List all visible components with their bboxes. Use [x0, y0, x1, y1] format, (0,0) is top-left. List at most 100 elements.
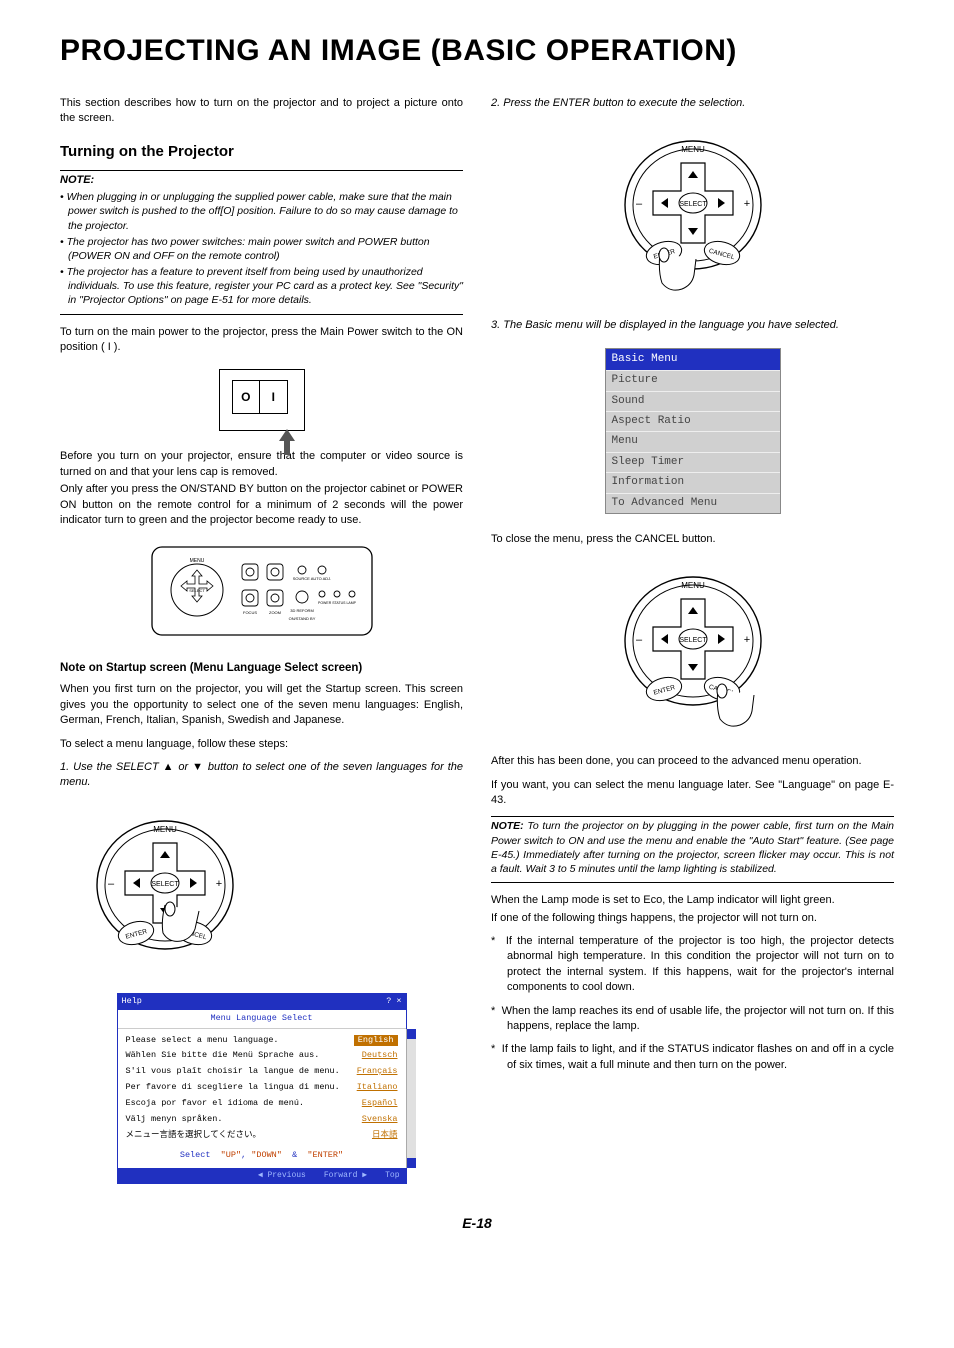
panel-svg: MENU SELECT FOCUS ZOOM SOURCE AUTO ADJ. … — [147, 542, 377, 642]
svg-text:SOURCE AUTO ADJ.: SOURCE AUTO ADJ. — [292, 576, 331, 581]
svg-text:FOCUS: FOCUS — [243, 610, 257, 615]
switch-on-label: I — [260, 381, 287, 413]
lang-option[interactable]: Svenska — [362, 1114, 398, 1126]
svg-text:ZOOM: ZOOM — [269, 610, 281, 615]
note-block: When plugging in or unplugging the suppl… — [60, 190, 463, 314]
lang-row: Wählen Sie bitte die Menü Sprache aus. De… — [126, 1048, 398, 1064]
body-text: When the Lamp mode is set to Eco, the La… — [491, 893, 894, 908]
lang-option[interactable]: Español — [362, 1098, 398, 1110]
basic-menu-box: Basic Menu PictureSoundAspect RatioMenuS… — [605, 348, 781, 514]
svg-text:+: + — [216, 878, 222, 890]
subheading-startup: Note on Startup screen (Menu Language Se… — [60, 660, 463, 676]
svg-text:–: – — [108, 878, 115, 890]
lang-row: Escoja por favor el idioma de menú. Españ… — [126, 1096, 398, 1112]
menu-item[interactable]: Sleep Timer — [606, 452, 780, 472]
body-text: When you first turn on the projector, yo… — [60, 682, 463, 728]
svg-text:MENU: MENU — [189, 558, 204, 564]
note-item: The projector has two power switches: ma… — [60, 235, 463, 263]
body-text: If one of the following things happens, … — [491, 911, 894, 926]
menu-item[interactable]: To Advanced Menu — [606, 493, 780, 513]
body-text: After this has been done, you can procee… — [491, 754, 894, 769]
window-controls-icon: ? × — [386, 996, 401, 1008]
svg-text:+: + — [743, 198, 749, 210]
page-title: PROJECTING AN IMAGE (BASIC OPERATION) — [60, 30, 894, 72]
menu-item[interactable]: Information — [606, 472, 780, 492]
note-item: When plugging in or unplugging the suppl… — [60, 190, 463, 233]
menu-item[interactable]: Aspect Ratio — [606, 411, 780, 431]
lang-prompt: S'il vous plaît choisir la langue de men… — [126, 1066, 340, 1078]
svg-text:ON/STAND BY: ON/STAND BY — [288, 616, 315, 621]
lang-row: Välj menyn språken. Svenska — [126, 1112, 398, 1128]
lang-option[interactable]: English — [354, 1035, 398, 1047]
intro-paragraph: This section describes how to turn on th… — [60, 96, 463, 127]
arrow-up-icon — [277, 429, 297, 455]
scrollbar[interactable] — [406, 1029, 416, 1168]
menu-item[interactable]: Picture — [606, 370, 780, 390]
footer-fwd: Forward ▶ — [324, 1170, 367, 1181]
lang-window-title: Help — [122, 996, 142, 1008]
section-heading-turning-on: Turning on the Projector — [60, 141, 463, 162]
two-column-layout: This section describes how to turn on th… — [60, 96, 894, 1184]
lang-prompt: Wählen Sie bitte die Menü Sprache aus. — [126, 1050, 320, 1062]
note-label: NOTE: — [60, 173, 463, 188]
list-item: * If the lamp fails to light, and if the… — [491, 1042, 894, 1073]
lang-prompt: Per favore di scegliere la lingua di men… — [126, 1082, 340, 1094]
svg-text:SELECT: SELECT — [679, 637, 707, 644]
svg-text:–: – — [635, 634, 642, 646]
body-text: To select a menu language, follow these … — [60, 737, 463, 752]
lang-option[interactable]: 日本語 — [372, 1130, 398, 1142]
svg-text:SELECT: SELECT — [189, 588, 205, 593]
lang-option[interactable]: Deutsch — [362, 1050, 398, 1062]
step-1: 1. Use the SELECT ▲ or ▼ button to selec… — [60, 760, 463, 791]
body-text: If you want, you can select the menu lan… — [491, 778, 894, 809]
control-pad-diagram-2: SELECT MENU – + ENTER CANCEL — [491, 125, 894, 300]
footer-prev: ◀ Previous — [258, 1170, 306, 1181]
list-item: * When the lamp reaches its end of usabl… — [491, 1004, 894, 1035]
body-text: Only after you press the ON/STAND BY but… — [60, 482, 463, 528]
step-2: 2. Press the ENTER button to execute the… — [491, 96, 894, 111]
lang-prompt: Please select a menu language. — [126, 1035, 279, 1047]
note-item: The projector has a feature to prevent i… — [60, 265, 463, 308]
list-item: * If the internal temperature of the pro… — [491, 934, 894, 996]
control-pad-diagram-1: SELECT MENU – + ENTER CANCEL — [60, 805, 463, 975]
note-list: When plugging in or unplugging the suppl… — [60, 190, 463, 307]
right-column: 2. Press the ENTER button to execute the… — [491, 96, 894, 1184]
menu-item[interactable]: Menu — [606, 431, 780, 451]
cabinet-panel-diagram: MENU SELECT FOCUS ZOOM SOURCE AUTO ADJ. … — [60, 542, 463, 642]
svg-text:3D REFORM: 3D REFORM — [290, 608, 314, 613]
control-pad-svg: SELECT MENU – + ENTER CANCEL — [80, 805, 250, 975]
basic-menu-title: Basic Menu — [606, 349, 780, 370]
left-column: This section describes how to turn on th… — [60, 96, 463, 1184]
control-pad-svg: SELECT MENU – + ENTER CANCEL — [608, 561, 778, 736]
footer-top: Top — [385, 1170, 399, 1181]
lang-row: メニュー言語を選択してください。 日本語 — [126, 1128, 398, 1144]
control-pad-svg: SELECT MENU – + ENTER CANCEL — [608, 125, 778, 300]
menu-item[interactable]: Sound — [606, 391, 780, 411]
page-number: E-18 — [60, 1214, 894, 1234]
lang-body: Please select a menu language.EnglishWäh… — [118, 1029, 406, 1168]
basic-menu-diagram: Basic Menu PictureSoundAspect RatioMenuS… — [491, 348, 894, 514]
body-text: To close the menu, press the CANCEL butt… — [491, 532, 894, 547]
lang-option[interactable]: Français — [357, 1066, 398, 1078]
lang-footer: ◀ Previous Forward ▶ Top — [118, 1168, 406, 1183]
lang-prompt: Escoja por favor el idioma de menú. — [126, 1098, 305, 1110]
lang-row: S'il vous plaît choisir la langue de men… — [126, 1064, 398, 1080]
switch-off-label: O — [233, 381, 261, 413]
lang-prompt: メニュー言語を選択してください。 — [126, 1130, 262, 1142]
svg-text:MENU: MENU — [153, 825, 177, 834]
body-text: To turn on the main power to the project… — [60, 325, 463, 356]
lang-select-hint: Select "UP", "DOWN" & "ENTER" — [126, 1144, 398, 1166]
svg-text:MENU: MENU — [681, 581, 705, 590]
control-pad-diagram-3: SELECT MENU – + ENTER CANCEL — [491, 561, 894, 736]
svg-text:SELECT: SELECT — [679, 201, 707, 208]
lang-option[interactable]: Italiano — [357, 1082, 398, 1094]
horizontal-rule — [491, 816, 894, 817]
language-select-window: Help ? × Menu Language Select Please sel… — [117, 993, 407, 1184]
step-3: 3. The Basic menu will be displayed in t… — [491, 318, 894, 333]
inline-note: NOTE: To turn the projector on by pluggi… — [491, 819, 894, 883]
lang-window-header: Menu Language Select — [118, 1010, 406, 1029]
lang-prompt: Välj menyn språken. — [126, 1114, 223, 1126]
svg-text:SELECT: SELECT — [151, 881, 179, 888]
svg-text:MENU: MENU — [681, 145, 705, 154]
svg-text:POWER STATUS LAMP: POWER STATUS LAMP — [318, 601, 357, 605]
